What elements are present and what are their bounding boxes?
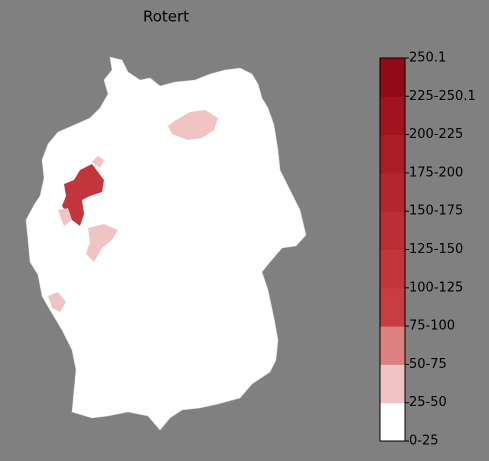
colorbar-segment — [380, 402, 405, 442]
colorbar-tick-label: 225-250.1 — [409, 89, 476, 104]
map-title: Rotert — [143, 8, 189, 26]
colorbar-segment — [380, 211, 405, 250]
region-nrw-north — [92, 156, 104, 168]
region-nrw — [62, 164, 104, 226]
colorbar-tick-label: 50-75 — [409, 357, 447, 372]
region-hesse — [86, 224, 118, 262]
colorbar-tick-label: 0-25 — [409, 434, 439, 449]
region-saar — [48, 292, 66, 312]
colorbar-segment — [380, 249, 405, 289]
colorbar-tick-label: 125-150 — [409, 242, 463, 257]
colorbar-segment — [380, 134, 405, 174]
colorbar-tick-label: 175-200 — [409, 165, 463, 180]
colorbar-tick-label: 150-175 — [409, 204, 463, 219]
country-outline — [25, 56, 307, 431]
colorbar-tick-label: 250.1 — [409, 51, 446, 66]
colorbar-segment — [380, 287, 405, 327]
colorbar-tick-label: 75-100 — [409, 319, 455, 334]
colorbar-tick-label: 100-125 — [409, 280, 463, 295]
colorbar-segment — [380, 96, 405, 136]
colorbar-tick-label: 200-225 — [409, 127, 463, 142]
colorbar-segment — [380, 326, 405, 365]
colorbar-segment — [380, 364, 405, 404]
colorbar-tick-label: 25-50 — [409, 395, 447, 410]
colorbar-segment — [380, 58, 405, 97]
colorbar-segment — [380, 172, 405, 212]
germany-map — [25, 56, 307, 431]
colorbar: 0-25 25-50 50-75 75-100 100-125 125-150 150-17… — [379, 51, 476, 449]
region-brandenburg — [168, 110, 218, 140]
region-west — [58, 208, 72, 226]
